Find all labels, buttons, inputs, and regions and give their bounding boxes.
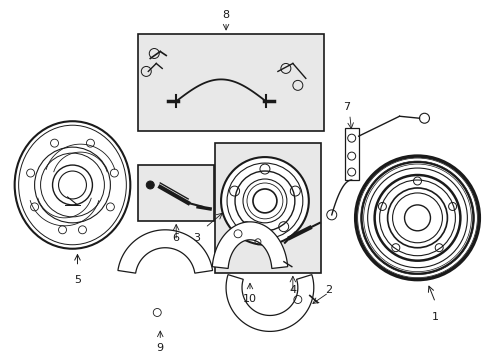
Ellipse shape — [15, 121, 130, 249]
Text: 8: 8 — [222, 10, 229, 20]
Circle shape — [221, 157, 308, 245]
Text: 1: 1 — [431, 312, 438, 323]
Polygon shape — [118, 230, 212, 273]
Circle shape — [52, 165, 92, 205]
Polygon shape — [212, 222, 287, 269]
Text: 5: 5 — [74, 275, 81, 285]
Text: 10: 10 — [243, 293, 257, 303]
Bar — [215, 143, 320, 273]
Circle shape — [35, 147, 110, 223]
Bar — [344, 128, 358, 180]
Text: 2: 2 — [325, 284, 332, 294]
Circle shape — [146, 181, 154, 189]
Circle shape — [355, 156, 478, 280]
Text: 6: 6 — [172, 233, 179, 243]
Text: 7: 7 — [343, 102, 349, 112]
Text: 4: 4 — [289, 284, 296, 294]
Bar — [138, 165, 214, 221]
Circle shape — [387, 188, 447, 248]
Bar — [138, 33, 323, 131]
Text: 3: 3 — [193, 233, 200, 243]
Text: 9: 9 — [156, 343, 163, 354]
Polygon shape — [225, 275, 313, 332]
